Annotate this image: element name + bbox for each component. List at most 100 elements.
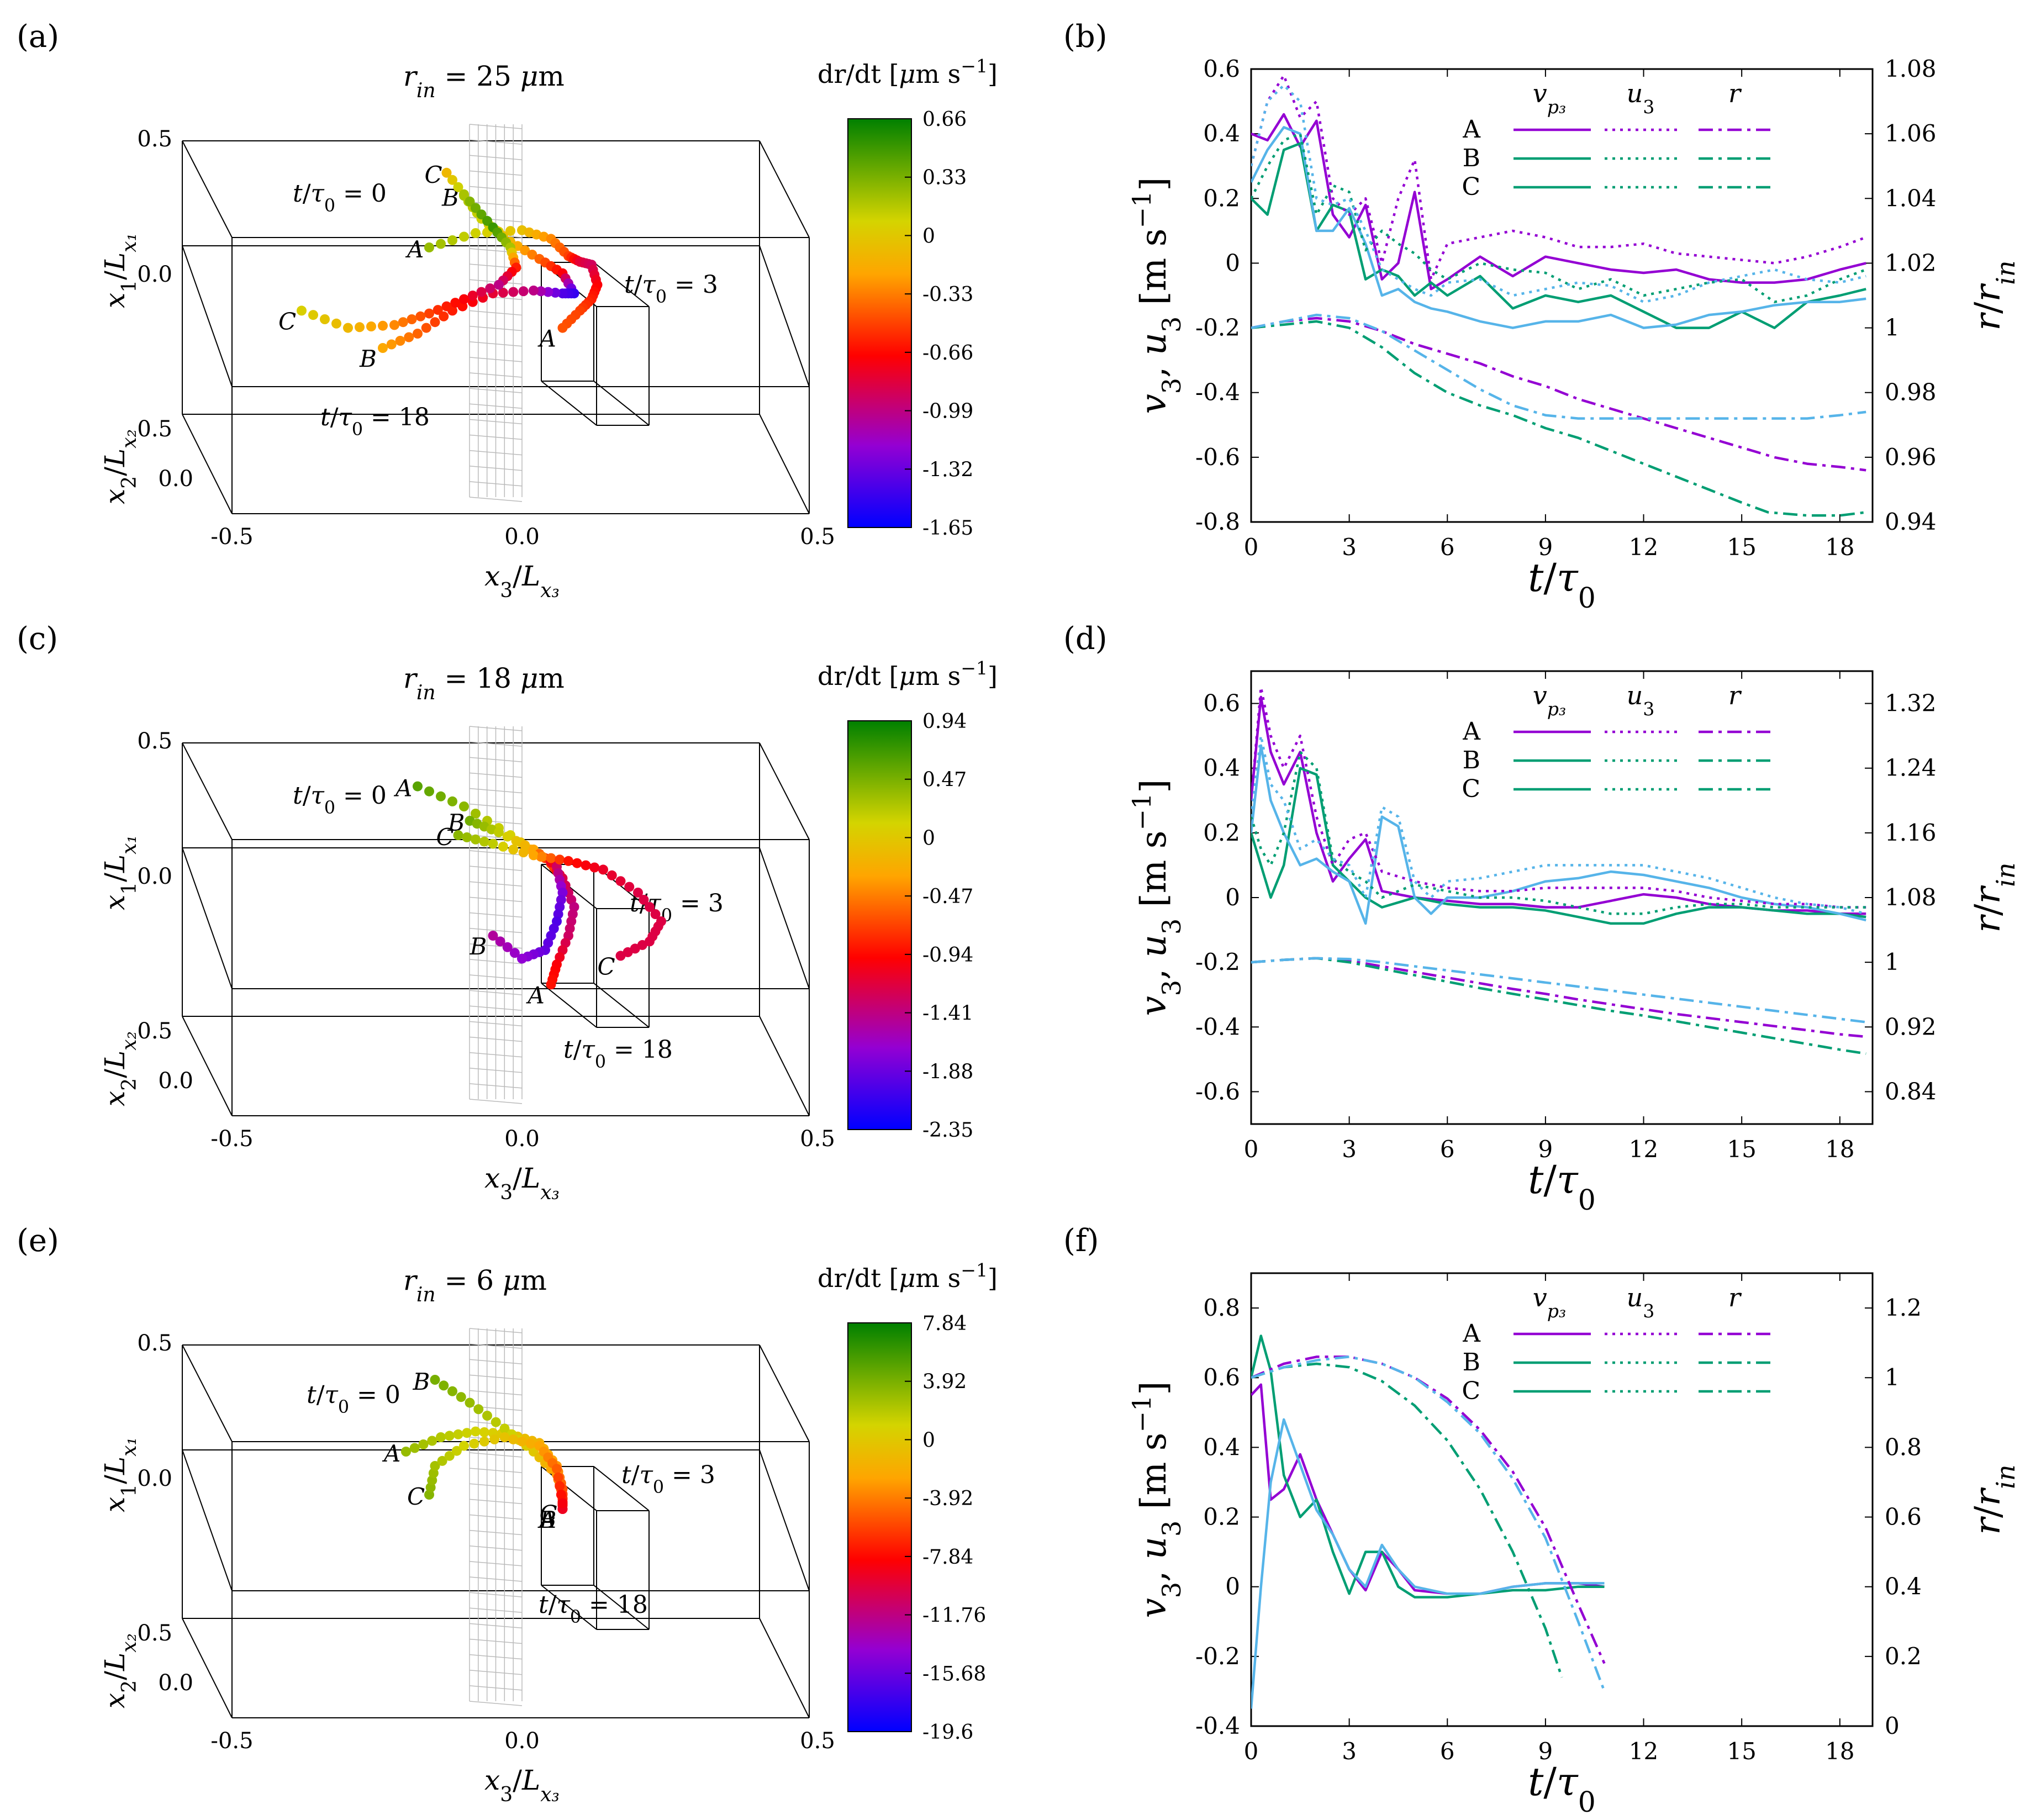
trajectory-point <box>436 791 446 801</box>
y2-axis-label-group: r/rin <box>1968 260 2021 330</box>
x1-axis-label: x1/Lx₁ <box>99 1437 141 1512</box>
time-annotation-part: t <box>563 1036 573 1064</box>
x2-axis-label-part: x <box>99 1091 131 1106</box>
trajectory-point <box>489 1434 500 1444</box>
trajectory-point <box>553 1472 563 1483</box>
x-axis-label-part: t <box>1528 1759 1544 1805</box>
y-axis-label: v3, u3 [m s−1] <box>1127 779 1186 1016</box>
trajectory-point <box>546 979 556 990</box>
colorbar <box>847 1322 912 1732</box>
series-line <box>1251 686 1866 909</box>
trajectory-point <box>447 235 457 245</box>
series-line <box>1251 1418 1605 1709</box>
box-edge <box>182 245 233 387</box>
y-tick-label: 0 <box>1225 884 1240 911</box>
trajectory-point <box>415 311 426 321</box>
x-tick-label: 9 <box>1538 1136 1553 1163</box>
legend-header-part: p₃ <box>1547 1300 1566 1322</box>
y-axis-label: v3, u3 [m s−1] <box>1127 177 1186 414</box>
y2-axis-label-part: r <box>1968 885 2008 904</box>
x1-axis-label-group: x1/Lx₁ <box>99 233 141 308</box>
midplane-grid-line <box>469 1514 523 1520</box>
midplane-grid-line <box>469 1607 523 1613</box>
trajectory-point <box>615 876 626 887</box>
colorbar-label: dr/dt [μm s−1] <box>818 1259 998 1294</box>
time-annotation-part: τ <box>642 271 656 299</box>
trajectory-point <box>508 287 519 297</box>
colorbar-tick-label: -7.84 <box>922 1546 973 1569</box>
x3-tick-label: -0.5 <box>210 1126 253 1152</box>
legend-header: r <box>1728 1283 1742 1312</box>
trajectory-point <box>439 1380 449 1391</box>
time-annotation-part: τ <box>311 782 325 810</box>
trajectory-point <box>389 320 399 330</box>
colorbar-tick-label: -0.99 <box>922 400 973 423</box>
trajectory-C <box>297 167 521 333</box>
trajectory-end-label: B <box>470 933 487 960</box>
x3-tick-label: 0.5 <box>800 1728 835 1754</box>
inner-cube-edge <box>593 1585 650 1630</box>
trajectory-C <box>453 830 666 961</box>
y-tick-label: -0.4 <box>1195 1013 1240 1040</box>
trajectory-point <box>436 239 446 249</box>
inner-cube-edge <box>593 1466 650 1511</box>
y2-tick-label: 0.98 <box>1885 379 1937 406</box>
midplane-grid-line <box>469 1005 523 1011</box>
trajectory-point <box>430 317 440 328</box>
inner-cube-edge <box>593 983 650 1028</box>
y2-tick-label: 0.4 <box>1885 1573 1922 1600</box>
y-axis-label-part: [m s <box>1133 1433 1174 1521</box>
panel-line-f: (f) 0 3 6 9 12 15 18 0.8 0.6 0.4 0.2 0 -0.2 -0.4 1.2 1 0.… <box>1063 1223 2021 1818</box>
x-axis-label-part: 0 <box>1578 1786 1596 1818</box>
trajectory-start-label: B <box>413 1368 430 1395</box>
panel-title-part: = 6 <box>436 1264 503 1296</box>
legend-header: vp₃ <box>1533 78 1566 118</box>
trajectory-point <box>615 951 626 961</box>
series-line <box>1251 744 1866 925</box>
y-axis-label-part: u <box>1133 1537 1174 1559</box>
trajectory-point <box>529 850 539 861</box>
trajectory-point <box>404 332 414 342</box>
y-axis-label-part: 3 <box>1157 1521 1186 1537</box>
midplane-grid-line <box>469 139 523 145</box>
series-line <box>1251 957 1866 1055</box>
x3-axis-label-part: x₃ <box>540 579 560 602</box>
colorbar-tick-label: -1.65 <box>922 517 973 540</box>
trajectory-point <box>447 175 457 185</box>
inner-cube-edge <box>541 983 597 1028</box>
colorbar-label-part: ] <box>988 59 998 89</box>
midplane-grid-line <box>469 450 523 456</box>
midplane-grid-line <box>469 1452 523 1458</box>
panel-title-part: r <box>403 1264 418 1296</box>
x1-axis-label-part: / <box>99 1475 131 1484</box>
panel-title-part: r <box>403 60 418 92</box>
y-axis-label-part: −1 <box>1127 191 1157 229</box>
x-tick-label: 18 <box>1825 1136 1854 1163</box>
midplane-grid-line <box>469 1099 523 1104</box>
midplane-grid-line <box>469 201 523 207</box>
trajectory-point <box>556 1490 566 1500</box>
x3-axis-label-part: L <box>521 1764 540 1796</box>
midplane-grid-line <box>469 357 523 362</box>
trajectory-point <box>427 1436 437 1446</box>
time-annotation: t/τ0 = 0 <box>293 782 387 818</box>
trajectory-point <box>639 895 649 905</box>
trajectory-point <box>557 323 568 333</box>
x1-axis-label: x1/Lx₁ <box>99 835 141 910</box>
time-annotation: t/τ0 = 0 <box>293 180 387 216</box>
time-annotation: t/τ0 = 18 <box>320 403 430 440</box>
panel-line-b: (b) 0 3 6 9 12 15 18 0.6 0.4 0.2 0 -0.2 -0.4 -0.6 -0.8 1… <box>1063 19 2021 614</box>
midplane-grid-line <box>469 757 523 762</box>
time-annotation-part: t <box>624 271 634 299</box>
legend-header: r <box>1728 78 1742 108</box>
time-annotation-part: t <box>320 403 330 431</box>
panel-title-part: in <box>416 80 436 102</box>
trajectory-point <box>469 1438 479 1449</box>
y-tick-label: 0.8 <box>1203 1294 1240 1321</box>
x-tick-label: 18 <box>1825 1738 1854 1765</box>
colorbar-tick-label: -0.33 <box>922 283 973 306</box>
panel-title-part: m <box>521 1264 547 1296</box>
y-axis-label-part: u <box>1133 935 1174 957</box>
trajectory-point <box>633 888 643 898</box>
